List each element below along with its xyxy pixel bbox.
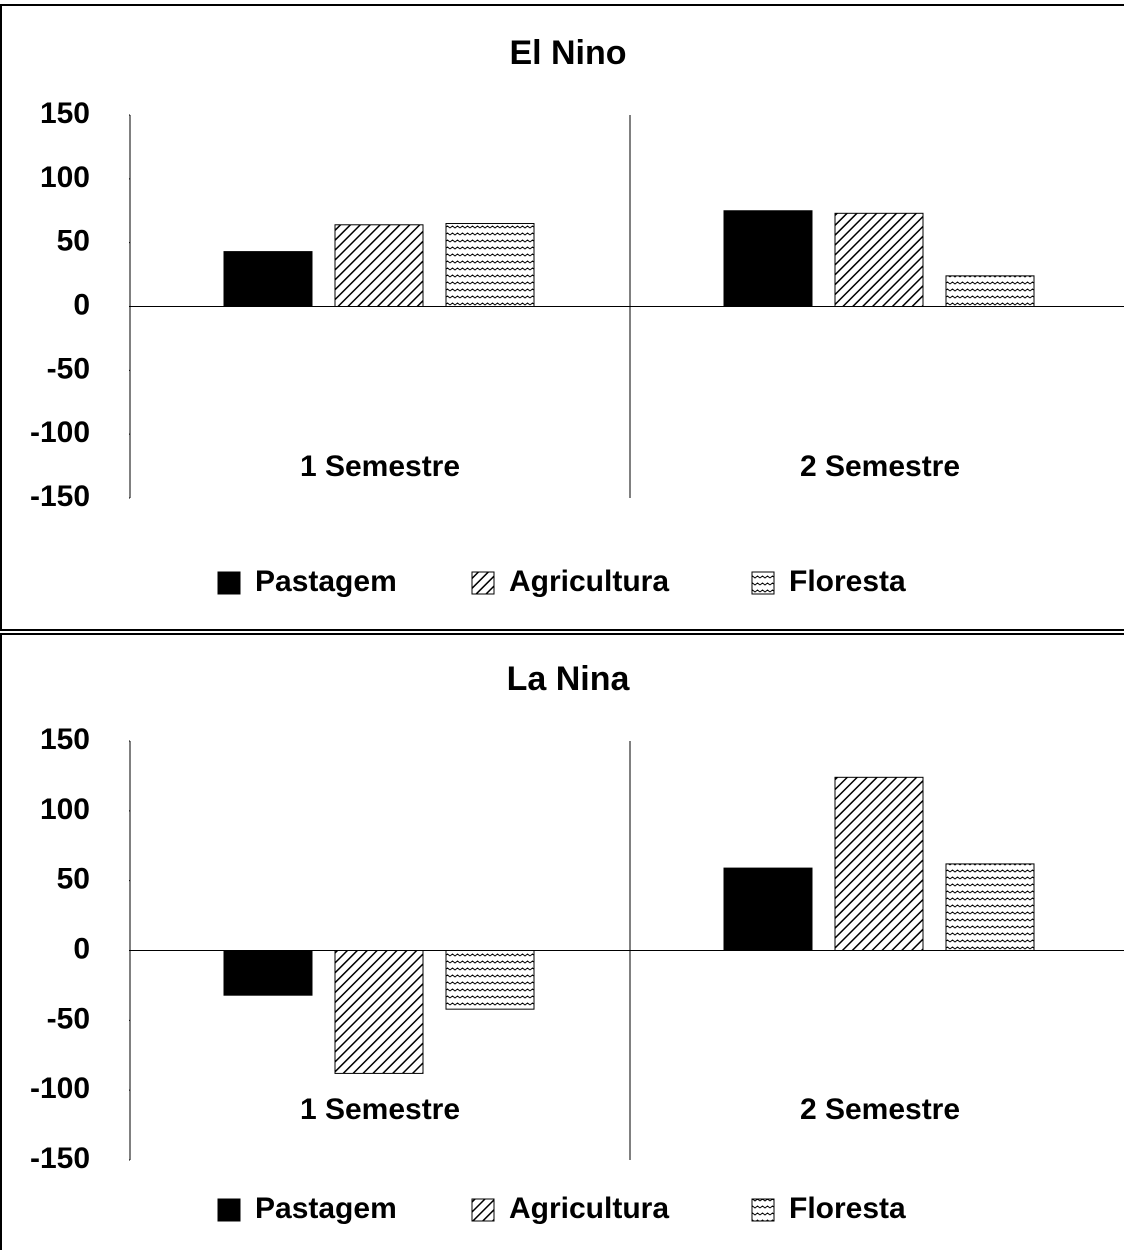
legend-swatch bbox=[751, 1198, 775, 1222]
y-tick-label: -100 bbox=[30, 1072, 90, 1105]
legend-swatch bbox=[751, 571, 775, 595]
bar bbox=[723, 210, 813, 307]
bar bbox=[334, 950, 424, 1074]
x-tick-label: 1 Semestre bbox=[300, 1093, 460, 1126]
y-tick-label: -50 bbox=[47, 1002, 90, 1035]
legend-label: Pastagem bbox=[255, 565, 397, 598]
bar bbox=[445, 223, 535, 307]
y-tick-label: 50 bbox=[57, 225, 90, 258]
bar bbox=[223, 950, 313, 996]
y-tick-label: 150 bbox=[40, 723, 90, 756]
x-tick-label: 2 Semestre bbox=[800, 450, 960, 483]
bar bbox=[223, 251, 313, 307]
bar bbox=[334, 224, 424, 307]
legend-label: Pastagem bbox=[255, 1192, 397, 1225]
y-tick-label: -150 bbox=[30, 480, 90, 513]
chart-title: La Nina bbox=[507, 660, 631, 698]
legend-swatch bbox=[217, 571, 241, 595]
legend-label: Floresta bbox=[789, 565, 906, 598]
x-tick-label: 2 Semestre bbox=[800, 1093, 960, 1126]
chart-title: El Nino bbox=[509, 34, 626, 72]
bar bbox=[834, 776, 924, 952]
bar bbox=[723, 867, 813, 952]
bar bbox=[945, 275, 1035, 307]
bar bbox=[945, 863, 1035, 952]
legend-swatch bbox=[471, 1198, 495, 1222]
y-tick-label: 0 bbox=[73, 288, 90, 321]
frame bbox=[0, 633, 1124, 1250]
frame bbox=[0, 4, 1124, 631]
y-tick-label: 100 bbox=[40, 161, 90, 194]
y-tick-label: -100 bbox=[30, 416, 90, 449]
bar bbox=[834, 212, 924, 307]
legend-label: Agricultura bbox=[509, 565, 669, 598]
y-tick-label: 100 bbox=[40, 793, 90, 826]
legend-swatch bbox=[471, 571, 495, 595]
legend-label: Agricultura bbox=[509, 1192, 669, 1225]
legend-swatch bbox=[217, 1198, 241, 1222]
y-tick-label: -150 bbox=[30, 1142, 90, 1175]
bar bbox=[445, 950, 535, 1010]
x-tick-label: 1 Semestre bbox=[300, 450, 460, 483]
y-tick-label: 150 bbox=[40, 97, 90, 130]
y-tick-label: 0 bbox=[73, 932, 90, 965]
legend-label: Floresta bbox=[789, 1192, 906, 1225]
y-tick-label: 50 bbox=[57, 863, 90, 896]
y-tick-label: -50 bbox=[47, 352, 90, 385]
